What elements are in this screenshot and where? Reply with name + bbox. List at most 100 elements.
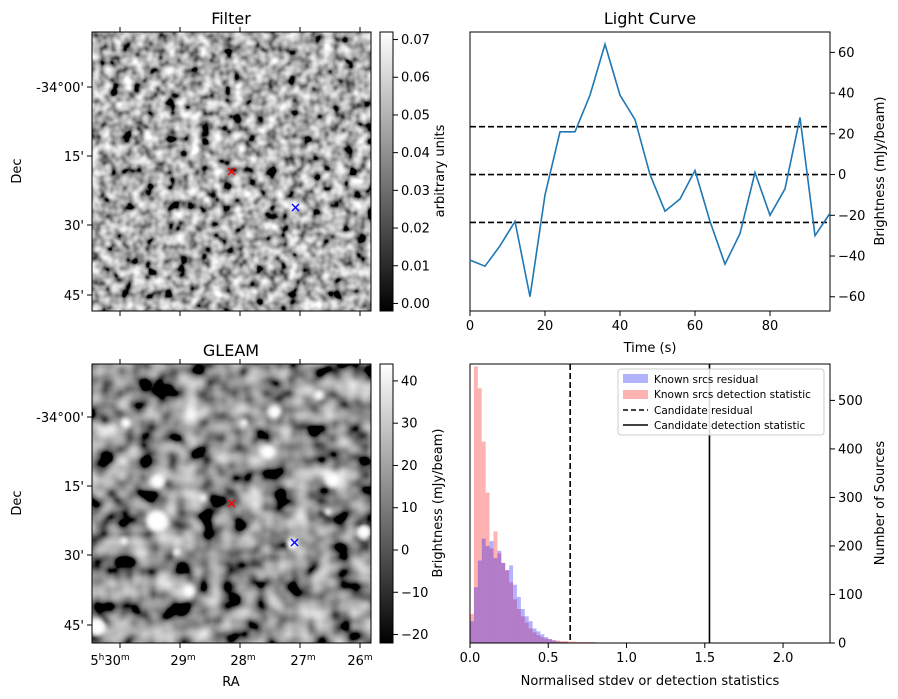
filter-colorbar-gradient [379,31,394,312]
histogram-bar [540,637,545,643]
colorbar-tick-label: 10 [401,501,418,516]
histogram-bar [493,531,498,643]
histogram-bar [513,599,517,643]
filter-colorbar-ticks: 0.00 0.01 0.02 0.03 0.04 0.05 0.06 0.07 [393,33,430,312]
histogram-bar [540,634,545,643]
histogram-bar [567,641,572,643]
histogram-ytick-label: 500 [838,394,863,409]
histogram-bar [485,492,490,643]
histogram-bar [516,609,521,643]
gleam-colorbar-ticks: −20 −10 0 10 20 30 40 [393,374,428,643]
lightcurve-ytick-label: −20 [838,209,865,224]
histogram-bar [516,596,521,643]
legend-swatch-detection [623,390,648,399]
histogram-xlabel: Normalised stdev or detection statistics [521,674,780,689]
filter-marker-red [227,167,236,176]
colorbar-tick-label: 0.00 [401,297,430,312]
lightcurve-ytick-label: 60 [838,46,855,61]
histogram-bar [524,622,529,643]
colorbar-tick-label: 0.06 [401,71,430,86]
histogram-bar [497,553,502,643]
histogram-bar [470,621,474,643]
lightcurve-xtick-label: 0 [466,319,474,334]
colorbar-tick-label: 0.05 [401,108,430,123]
legend-label: Known srcs residual [654,374,758,386]
histogram-ytick-label: 400 [838,442,863,457]
histogram-xtick-label: 0.0 [460,651,481,666]
legend-box [617,368,825,436]
colorbar-tick-label: 0 [401,544,409,559]
lightcurve-ytick-label: 0 [838,168,846,183]
filter-ytick-label: 30' [64,219,84,234]
histogram-frame [469,363,831,644]
histogram-bar [560,641,564,643]
filter-frame [91,31,372,312]
colorbar-tick-label: 20 [401,459,418,474]
filter-panel: Filter -34°00' 15' 30' 45' Dec [10,9,448,316]
lightcurve-panel: Light Curve 0 20 40 60 80 −60 −40 −20 0 20 40 60 T… [466,9,888,356]
gleam-yticks: -34°00' 15' 30' 45' [36,411,92,634]
histogram-bar [473,587,478,643]
legend-label: Candidate residual [654,405,753,417]
lightcurve-yticks: −60 −40 −20 0 20 40 60 [830,46,865,305]
gleam-xticks [119,359,361,648]
histogram-bar [477,560,482,643]
filter-colorbar: 0.00 0.01 0.02 0.03 0.04 0.05 0.06 0.07 arbitra… [379,31,448,312]
histogram-bar [524,616,529,643]
lightcurve-xlabel: Time (s) [623,341,677,356]
gleam-colorbar-gradient [379,363,394,644]
histogram-bar [548,639,553,643]
gleam-ytick-label: 45' [64,619,84,634]
histogram-panel: 0.0 0.5 1.0 1.5 2.0 0 100 200 300 400 500 Normali… [431,363,888,689]
histogram-bar [520,616,525,643]
histogram-xticks: 0.0 0.5 1.0 1.5 2.0 [460,643,794,666]
filter-marker-blue [291,203,300,212]
gleam-ytick-label: 30' [64,549,84,564]
histogram-bar [509,582,514,643]
lightcurve-ytick-label: 20 [838,127,855,142]
gleam-colorbar: −20 −10 0 10 20 30 40 [379,363,428,644]
gleam-xtick-label: 28m [230,653,255,669]
legend-label: Candidate detection statistic [654,420,806,432]
filter-xticks [119,27,361,316]
histogram-legend: Known srcs residual Known srcs detection… [617,368,825,436]
histogram-bar [544,638,549,643]
histogram-bar [481,538,486,643]
gleam-ytick-label: 15' [64,480,84,495]
lightcurve-ytick-label: −60 [838,290,865,305]
colorbar-tick-label: −10 [401,586,428,601]
histogram-bar [563,641,568,643]
filter-ylabel: Dec [10,158,25,183]
histogram-yticks: 0 100 200 300 400 500 [830,394,863,652]
filter-colorbar-label: arbitrary units [433,124,448,217]
colorbar-tick-label: 0.02 [401,222,430,237]
filter-ytick-label: 45' [64,289,84,304]
gleam-xlabel: RA [222,675,240,690]
histogram-xtick-label: 1.0 [616,651,637,666]
histogram-ytick-label: 300 [838,491,863,506]
gleam-ylabel: Dec [10,490,25,515]
colorbar-tick-label: 0.01 [401,259,430,274]
histogram-bar [489,548,494,643]
histogram-bar [481,441,486,643]
legend-label: Known srcs detection statistic [654,389,811,401]
colorbar-tick-label: 30 [401,417,418,432]
gleam-bright-sources [88,390,372,636]
gleam-panel: GLEAM -34°00' 15' 30' 45' [10,341,428,690]
filter-ytick-label: 15' [64,150,84,165]
histogram-xtick-label: 1.5 [694,651,715,666]
gleam-xtick-label: 27m [290,653,315,669]
gleam-frame [91,363,372,644]
histogram-bar [520,609,525,643]
histogram-bar [513,584,517,643]
histogram-xtick-label: 2.0 [773,651,794,666]
colorbar-tick-label: 0.07 [401,33,430,48]
gleam-xtick-label: 29m [170,653,195,669]
lightcurve-xtick-label: 20 [537,319,554,334]
lightcurve-ytick-label: −40 [838,250,865,265]
legend-swatch-residual [623,374,648,383]
histogram-bar [544,637,549,643]
lightcurve-xtick-label: 40 [612,319,629,334]
gleam-xtick-label: 5h30m [90,653,129,669]
